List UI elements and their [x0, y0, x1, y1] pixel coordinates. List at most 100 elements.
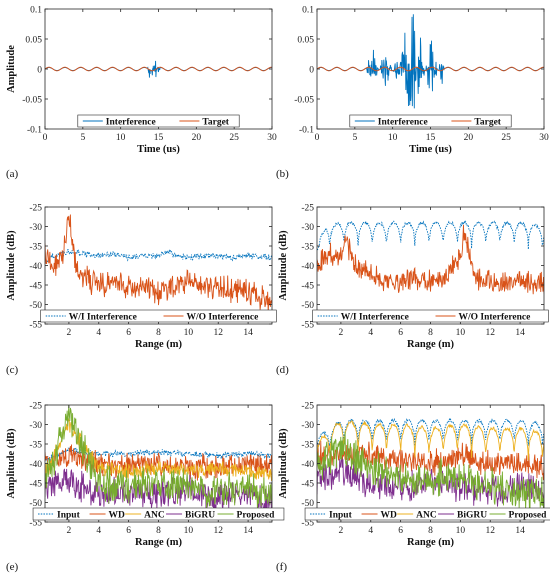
legend-entry-label: Input: [57, 510, 81, 520]
y-tick-label: -40: [301, 262, 314, 272]
legend-entry-label: BiGRU: [185, 510, 215, 520]
legend-box: [304, 507, 550, 521]
y-tick-label: -55: [301, 518, 314, 528]
legend-entry-label: Target: [474, 117, 501, 127]
y-tick-label: -35: [29, 440, 42, 450]
series-line-bigru: [45, 468, 272, 517]
x-tick-label: 10: [184, 328, 194, 338]
x-tick-label: 6: [398, 526, 403, 536]
x-tick-label: 2: [339, 328, 344, 338]
y-tick-label: 0.05: [297, 35, 314, 45]
legend-box: [349, 114, 512, 128]
y-axis-label: Amplitude (dB): [278, 428, 289, 499]
series-line-anc: [317, 420, 544, 461]
x-tick-label: 10: [184, 526, 194, 536]
chart-panel-f: 2 4 6 8 10 12 14 -55 -50 -45 -40 -35 -30 -25 Range (m)…: [276, 401, 550, 573]
y-tick-label: -55: [301, 320, 314, 330]
y-tick-label: 0: [37, 65, 42, 75]
y-tick-label: -25: [301, 203, 314, 213]
legend: Input WD ANC BiGRU Proposed: [32, 507, 285, 521]
legend-entry-label: Input: [329, 510, 353, 520]
x-tick-label: 4: [368, 526, 373, 536]
x-axis-label: Range (m): [135, 537, 182, 548]
series-line-interference: [45, 60, 272, 78]
x-tick-label: 6: [126, 328, 131, 338]
x-tick-label: 8: [428, 526, 433, 536]
legend: W/I Interference W/O Interference: [40, 309, 277, 323]
y-tick-label: -50: [29, 499, 42, 509]
x-tick-label: 8: [428, 328, 433, 338]
series-line-w-o-interference: [317, 224, 544, 295]
x-tick-label: 5: [352, 133, 357, 143]
plot-area-e: [45, 405, 272, 517]
panel-label: (e): [6, 561, 19, 573]
plot-area-a: [45, 60, 272, 78]
y-tick-label: -40: [29, 460, 42, 470]
axes-box: [44, 206, 273, 325]
plot-area-f: [317, 417, 544, 512]
legend-entry-label: Interference: [378, 117, 428, 127]
x-tick-label: 12: [485, 526, 495, 536]
x-tick-label: 2: [67, 526, 72, 536]
x-tick-label: 30: [539, 133, 549, 143]
legend-entry-label: ANC: [416, 510, 437, 520]
chart-panel-a: 0 5 10 15 20 25 30 -0.1 -0.05 0 0.05 0.1 Time (us) Am…: [6, 5, 277, 180]
x-tick-label: 14: [515, 526, 525, 536]
y-tick-label: -25: [301, 401, 314, 411]
y-tick-label: -25: [29, 203, 42, 213]
x-tick-label: 30: [267, 133, 277, 143]
legend: W/I Interference W/O Interference: [312, 309, 549, 323]
x-tick-label: 20: [464, 133, 474, 143]
x-tick-label: 8: [156, 328, 161, 338]
y-tick-label: -55: [29, 518, 42, 528]
y-tick-label: -40: [29, 262, 42, 272]
chart-panel-b: 0 5 10 15 20 25 30 -0.1 -0.05 0 0.05 0.1 Time (us) In…: [276, 5, 549, 180]
legend-entry-label: Target: [202, 117, 229, 127]
x-tick-label: 4: [96, 328, 101, 338]
x-tick-label: 20: [192, 133, 202, 143]
y-axis-label: Amplitude (dB): [6, 428, 17, 499]
x-tick-label: 15: [426, 133, 436, 143]
panel-label: (b): [276, 168, 289, 180]
x-tick-label: 12: [485, 328, 495, 338]
series-line-w-o-interference: [45, 214, 272, 314]
panel-label: (f): [276, 561, 287, 573]
y-tick-label: -55: [29, 320, 42, 330]
y-tick-label: -25: [29, 401, 42, 411]
panel-label: (a): [6, 168, 19, 180]
y-tick-label: 0.05: [25, 35, 42, 45]
legend-entry-label: WD: [381, 510, 398, 520]
legend-entry-label: BiGRU: [457, 510, 487, 520]
panel-label: (d): [276, 364, 289, 376]
y-tick-label: -45: [29, 281, 42, 291]
chart-panel-e: 2 4 6 8 10 12 14 -55 -50 -45 -40 -35 -30 -25 Range (m)…: [6, 401, 285, 573]
x-tick-label: 5: [80, 133, 85, 143]
x-tick-label: 25: [501, 133, 511, 143]
x-tick-label: 10: [116, 133, 126, 143]
y-axis-label: Amplitude (dB): [278, 230, 289, 301]
x-tick-label: 15: [154, 133, 164, 143]
x-tick-label: 10: [388, 133, 398, 143]
legend-box: [40, 309, 277, 323]
y-tick-label: 0.1: [302, 5, 314, 15]
legend: Interference Target: [77, 114, 240, 127]
legend-entry-label: W/O Interference: [187, 312, 259, 322]
x-tick-label: 0: [43, 133, 48, 143]
series-line-w-i-interference: [317, 220, 544, 251]
y-tick-label: -30: [29, 421, 42, 431]
y-tick-label: -30: [301, 421, 314, 431]
chart-panel-c: 2 4 6 8 10 12 14 -55 -50 -45 -40 -35 -30 -25 Range (m)…: [6, 203, 277, 376]
x-tick-label: 0: [315, 133, 320, 143]
plot-area-b: [317, 14, 544, 109]
x-tick-label: 12: [213, 526, 223, 536]
x-axis-label: Time (us): [137, 144, 180, 155]
y-tick-label: -45: [301, 479, 314, 489]
x-tick-label: 4: [368, 328, 373, 338]
x-tick-label: 8: [156, 526, 161, 536]
x-axis-label: Time (us): [409, 144, 452, 155]
legend-entry-label: W/O Interference: [459, 312, 531, 322]
legend: Input WD ANC BiGRU Proposed: [304, 507, 550, 521]
legend-entry-label: W/I Interference: [341, 312, 409, 322]
x-axis-label: Range (m): [135, 339, 182, 350]
